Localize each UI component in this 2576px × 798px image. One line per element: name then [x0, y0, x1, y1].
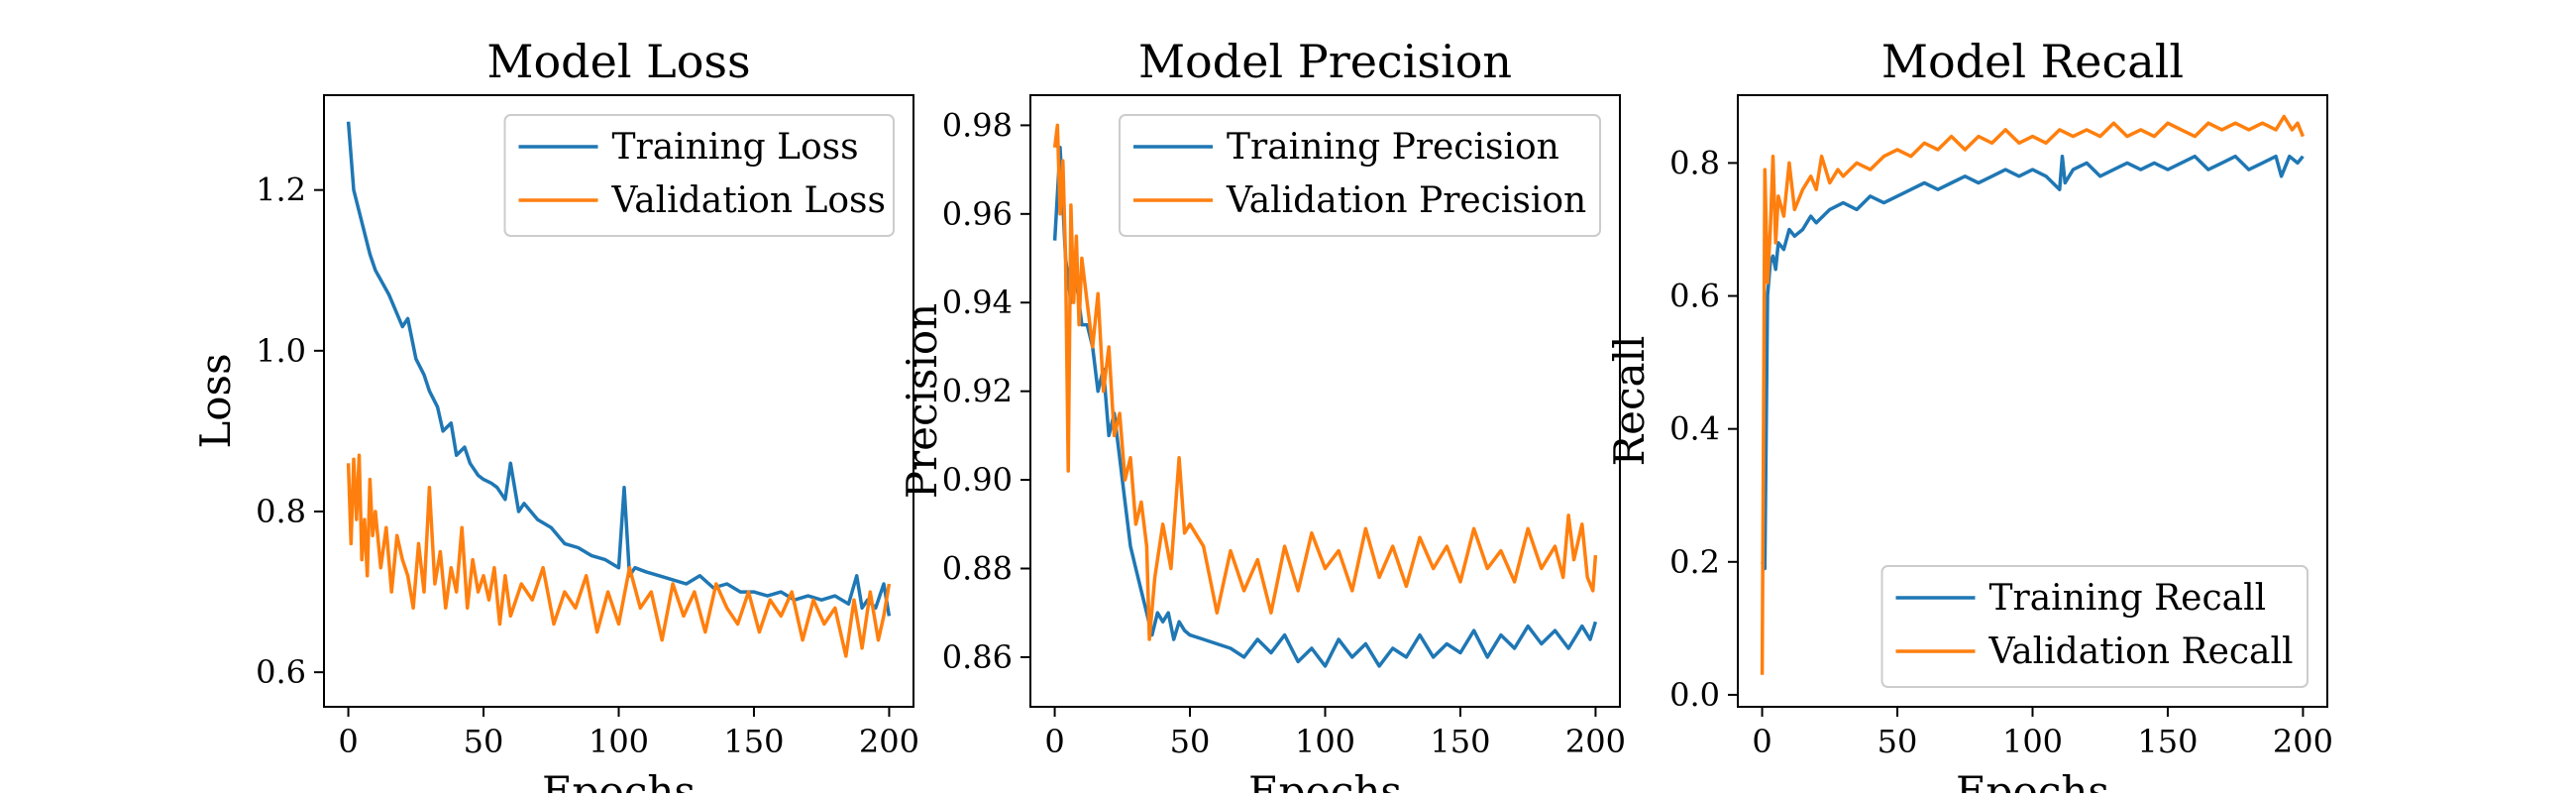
- chart-title: Model Recall: [1881, 35, 2184, 88]
- series-line-training-loss: [346, 121, 892, 617]
- x-axis-label: Epochs: [1956, 767, 2109, 793]
- x-tick-label: 50: [1170, 723, 1211, 760]
- legend-box: [1119, 114, 1601, 237]
- legend-label: Validation Loss: [611, 180, 887, 221]
- x-tick-label: 50: [464, 723, 504, 760]
- series-line-validation-loss: [346, 453, 892, 658]
- y-tick-label: 0.98: [942, 106, 1013, 144]
- y-tick-label: 0.8: [256, 493, 306, 530]
- x-tick-label: 150: [723, 723, 784, 760]
- x-tick-label: 150: [1430, 723, 1490, 760]
- x-tick-label: 100: [589, 723, 649, 760]
- y-tick-label: 0.94: [942, 284, 1013, 321]
- legend-box: [503, 114, 895, 237]
- x-tick-label: 200: [859, 723, 919, 760]
- x-axis-label: Epochs: [1248, 767, 1402, 793]
- x-tick-label: 0: [1044, 723, 1064, 760]
- chart-panel-2: 0 50 100 150 200 0.86 0.88 0.90 0.92 0.94 0.96 0.98…: [898, 35, 1626, 798]
- x-tick-label: 100: [2002, 723, 2063, 760]
- series-line-training-precision: [1052, 146, 1598, 668]
- y-tick-label: 0.90: [942, 461, 1013, 499]
- y-tick-label: 0.8: [1669, 144, 1720, 181]
- y-axis-label: Loss: [191, 353, 240, 448]
- series-line-validation-precision: [1052, 123, 1598, 641]
- chart-title: Model Precision: [1138, 35, 1512, 88]
- y-tick-label: 0.4: [1669, 410, 1720, 448]
- x-tick-label: 200: [2273, 723, 2333, 760]
- series-line-validation-recall: [1760, 114, 2306, 675]
- y-tick-label: 0.86: [942, 638, 1013, 676]
- y-tick-label: 1.2: [256, 171, 306, 209]
- legend-label: Training Recall: [1989, 578, 2267, 619]
- legend-label: Training Precision: [1227, 127, 1559, 168]
- y-axis-label: Recall: [1605, 336, 1654, 467]
- x-tick-label: 0: [1752, 723, 1771, 760]
- x-tick-label: 200: [1565, 723, 1626, 760]
- y-tick-label: 0.88: [942, 550, 1013, 588]
- y-axis-label: Precision: [898, 303, 946, 499]
- legend: Training Recall Validation Recall: [1880, 565, 2308, 688]
- y-tick-label: 0.2: [1669, 543, 1720, 581]
- legend-label: Validation Recall: [1988, 631, 2294, 672]
- x-tick-label: 150: [2137, 723, 2198, 760]
- y-tick-label: 0.96: [942, 195, 1013, 233]
- y-tick-label: 1.0: [256, 332, 306, 370]
- chart-title: Model Loss: [486, 35, 750, 88]
- x-tick-label: 50: [1878, 723, 1918, 760]
- legend: Training Precision Validation Precision: [1119, 114, 1601, 237]
- x-tick-label: 100: [1295, 723, 1355, 760]
- y-tick-label: 0.92: [942, 373, 1013, 410]
- series-line-training-recall: [1760, 154, 2305, 571]
- y-tick-label: 0.6: [1669, 278, 1720, 315]
- x-tick-label: 0: [338, 723, 358, 760]
- y-tick-label: 0.0: [1669, 676, 1720, 714]
- legend-box: [1880, 565, 2308, 688]
- legend-label: Validation Precision: [1226, 180, 1586, 221]
- y-tick-label: 0.6: [256, 653, 306, 691]
- x-axis-label: Epochs: [542, 767, 696, 793]
- legend-label: Training Loss: [612, 127, 859, 168]
- legend: Training Loss Validation Loss: [503, 114, 895, 237]
